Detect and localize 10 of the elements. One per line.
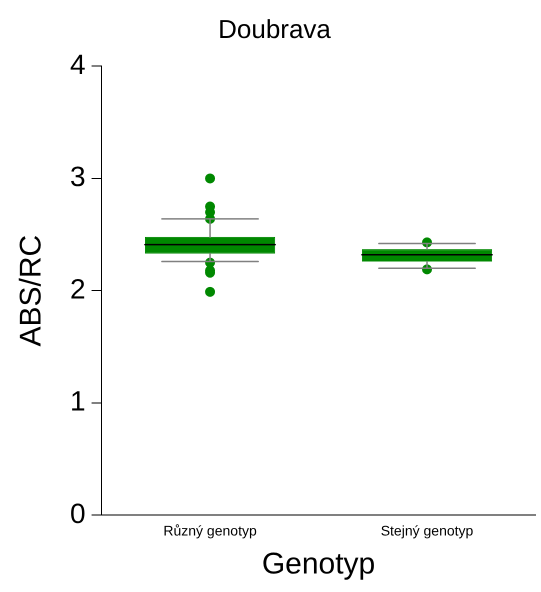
chart-title: Doubrava	[218, 14, 332, 44]
y-tick-label: 1	[70, 386, 86, 417]
y-tick-label: 2	[70, 273, 86, 304]
y-axis-title: ABS/RC	[14, 234, 48, 347]
x-tick-label: Stejný genotyp	[380, 522, 474, 538]
x-axis-title: Genotyp	[262, 547, 376, 580]
y-tick-label: 0	[70, 498, 86, 529]
y-tick-label: 3	[70, 161, 86, 192]
y-tick-label: 4	[70, 48, 86, 80]
x-tick-label: Různý genotyp	[163, 522, 257, 538]
